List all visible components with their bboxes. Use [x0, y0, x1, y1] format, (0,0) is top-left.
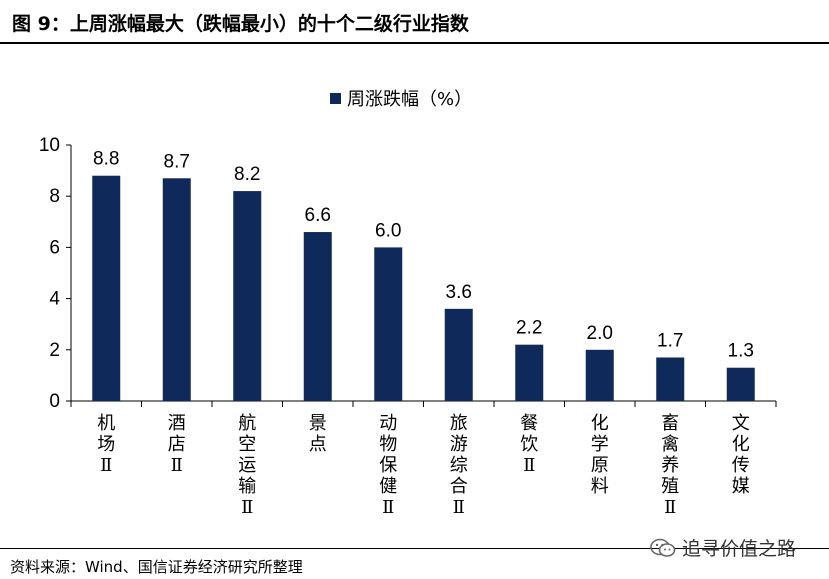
x-tick-label: 文化传媒 [732, 413, 750, 497]
y-tick-label: 4 [49, 289, 60, 310]
bar [374, 247, 403, 401]
bar [585, 349, 614, 401]
bar [162, 178, 191, 401]
bar [515, 344, 544, 401]
data-label: 6.6 [305, 205, 331, 226]
title-underline [0, 42, 829, 44]
data-label: 8.8 [93, 149, 119, 170]
data-label: 8.7 [164, 151, 190, 172]
x-tick-label: 机场 Ⅱ [97, 413, 115, 476]
chart-legend: 周涨跌幅（%） [330, 86, 472, 110]
bar [233, 191, 262, 401]
legend-swatch [330, 92, 341, 104]
data-label: 1.7 [657, 330, 683, 351]
x-tick-label: 化学原料 [591, 413, 609, 497]
data-label: 2.2 [516, 318, 542, 339]
wechat-icon [650, 538, 676, 557]
y-tick-label: 10 [39, 135, 60, 156]
x-tick-label: 景点 [309, 413, 327, 455]
data-label: 6.0 [375, 220, 401, 241]
figure-title: 图 9：上周涨幅最大（跌幅最小）的十个二级行业指数 [12, 13, 469, 35]
bar [656, 357, 685, 401]
bar [444, 308, 473, 401]
data-label: 2.0 [587, 323, 613, 344]
y-tick-label: 8 [49, 186, 60, 207]
y-tick-label: 0 [49, 391, 60, 412]
x-tick-label: 餐饮 Ⅱ [520, 413, 538, 476]
bar [92, 175, 121, 401]
figure-title-bar: 图 9：上周涨幅最大（跌幅最小）的十个二级行业指数 [0, 0, 829, 44]
bar [303, 232, 332, 401]
y-tick-label: 2 [49, 340, 60, 361]
data-label: 3.6 [446, 282, 472, 303]
x-tick-label: 旅游综合 Ⅱ [450, 413, 468, 518]
data-label: 8.2 [234, 164, 260, 185]
data-label: 1.3 [728, 341, 754, 362]
x-tick-label: 航空运输 Ⅱ [238, 413, 256, 518]
x-tick-label: 畜禽养殖 Ⅱ [661, 413, 679, 518]
source-note: 资料来源：Wind、国信证券经济研究所整理 [10, 558, 303, 576]
watermark-text: 追寻价值之路 [682, 538, 797, 560]
x-tick-label: 动物保健 Ⅱ [379, 413, 397, 518]
y-tick-label: 6 [49, 237, 60, 258]
footer-divider [0, 548, 829, 549]
bar-chart: 0 2 4 6 8 10 8.8 机场 Ⅱ 8.7 酒店 Ⅱ 8.2 航空运输 Ⅱ 6.6 景点 6.0 动物保健 Ⅱ… [39, 135, 777, 518]
watermark: 追寻价值之路 [650, 534, 796, 561]
bar [726, 367, 755, 401]
legend-label: 周涨跌幅（%） [347, 89, 473, 110]
x-tick-label: 酒店 Ⅱ [168, 413, 186, 476]
